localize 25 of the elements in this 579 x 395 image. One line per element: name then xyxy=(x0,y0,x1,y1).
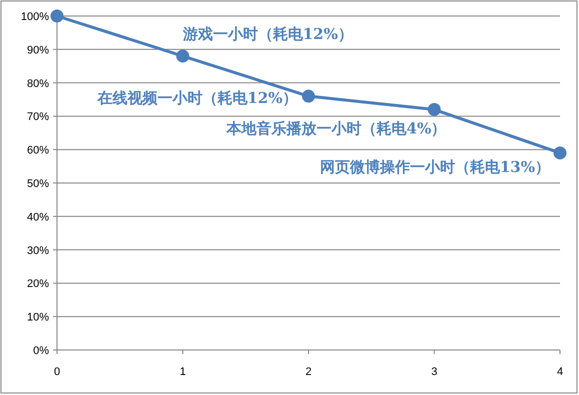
y-tick-label: 50% xyxy=(26,178,50,190)
y-tick-label: 80% xyxy=(26,78,50,90)
y-tick-label: 0% xyxy=(33,345,50,357)
x-tick-label: 1 xyxy=(180,366,186,378)
y-tick-label: 40% xyxy=(26,211,50,224)
annotation: 本地音乐播放一小时（耗电4%） xyxy=(226,120,446,138)
point xyxy=(302,90,315,103)
point xyxy=(554,146,566,160)
y-tick-label: 100% xyxy=(20,11,50,23)
y-tick-label: 10% xyxy=(26,312,50,324)
y-tick-label: 60% xyxy=(26,144,50,157)
y-tick-label: 30% xyxy=(26,244,50,257)
point xyxy=(50,10,64,22)
annotation: 网页微博操作一小时（耗电13%） xyxy=(320,158,550,176)
y-tick-label: 20% xyxy=(26,278,50,290)
x-tick-label: 3 xyxy=(431,366,438,378)
x-tick-label: 2 xyxy=(305,366,312,378)
y-tick-label: 90% xyxy=(26,44,50,56)
x-tick-label: 4 xyxy=(556,366,564,378)
point xyxy=(428,103,441,116)
point xyxy=(176,50,190,63)
annotation: 在线视频一小时（耗电12%） xyxy=(96,89,298,108)
annotation: 游戏一小时（耗电12%） xyxy=(182,25,353,44)
y-tick-label: 70% xyxy=(26,111,50,124)
x-tick-label: 0 xyxy=(54,366,60,378)
